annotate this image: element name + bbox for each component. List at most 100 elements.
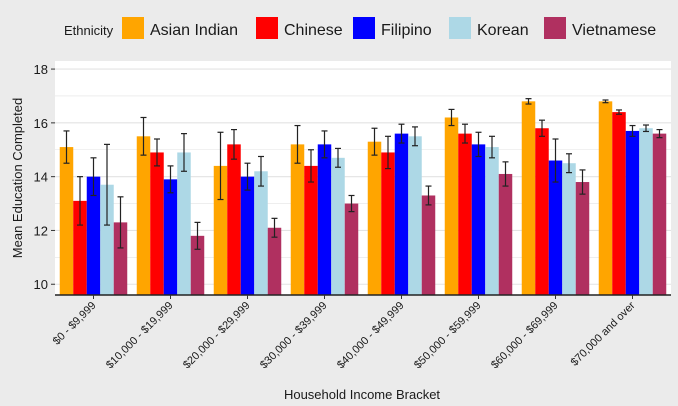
bar-vietnamese-5 bbox=[421, 195, 436, 295]
bar-asian-indian-2 bbox=[136, 136, 151, 295]
error-bar-vietnamese-8 bbox=[656, 128, 663, 139]
bar-filipino-7 bbox=[548, 160, 563, 295]
error-bar-korean-8 bbox=[643, 124, 649, 133]
error-bar-korean-4 bbox=[335, 147, 341, 168]
legend-label-vietnamese: Vietnamese bbox=[572, 22, 656, 39]
legend-label-asian-indian: Asian Indian bbox=[150, 22, 238, 39]
bar-korean-8 bbox=[639, 128, 653, 295]
error-bar-asian-indian-1 bbox=[63, 130, 70, 164]
legend-swatch-chinese bbox=[256, 17, 278, 39]
error-bar-filipino-3 bbox=[244, 162, 251, 191]
error-bar-chinese-7 bbox=[539, 119, 545, 137]
bar-asian-indian-5 bbox=[367, 141, 382, 295]
error-bar-chinese-6 bbox=[462, 123, 468, 144]
x-tick-label: $10,000 - $19,999 bbox=[104, 300, 176, 372]
y-tick-label: 14 bbox=[34, 170, 48, 185]
bar-korean-6 bbox=[485, 147, 499, 295]
bar-chinese-3 bbox=[227, 144, 241, 295]
error-bar-filipino-4 bbox=[321, 130, 328, 159]
error-bar-filipino-6 bbox=[475, 131, 482, 158]
bar-korean-1 bbox=[100, 184, 114, 295]
legend-label-korean: Korean bbox=[477, 22, 529, 39]
error-bar-vietnamese-4 bbox=[348, 194, 355, 213]
error-bar-chinese-5 bbox=[385, 135, 391, 170]
bar-korean-2 bbox=[177, 152, 191, 295]
x-tick-label: $30,000 - $39,999 bbox=[258, 300, 330, 372]
error-bar-filipino-8 bbox=[629, 124, 636, 137]
error-bar-asian-indian-5 bbox=[371, 127, 378, 156]
bar-korean-4 bbox=[331, 157, 345, 295]
x-tick-label: $60,000 - $69,999 bbox=[489, 300, 561, 372]
legend: Ethnicity Asian Indian Chinese Filipino Kor… bbox=[64, 17, 656, 39]
bar-chinese-4 bbox=[304, 165, 318, 295]
bar-filipino-5 bbox=[394, 133, 409, 295]
bar-chinese-2 bbox=[150, 152, 164, 295]
x-axis-label: Household Income Bracket bbox=[284, 387, 440, 402]
bar-korean-7 bbox=[562, 163, 576, 295]
error-bar-chinese-8 bbox=[616, 109, 622, 115]
bar-vietnamese-8 bbox=[652, 133, 667, 295]
error-bar-asian-indian-4 bbox=[294, 124, 301, 164]
legend-swatch-asian-indian bbox=[122, 17, 144, 39]
error-bar-vietnamese-3 bbox=[271, 217, 278, 238]
y-tick-label: 18 bbox=[34, 62, 48, 77]
bar-filipino-1 bbox=[86, 176, 101, 295]
x-tick-label: $0 - $9,999 bbox=[51, 300, 99, 348]
error-bars bbox=[63, 98, 663, 250]
bar-filipino-2 bbox=[163, 179, 178, 295]
error-bar-vietnamese-2 bbox=[194, 221, 201, 250]
error-bar-vietnamese-6 bbox=[502, 161, 509, 187]
x-tick-label: $40,000 - $49,999 bbox=[335, 300, 407, 372]
bar-chinese-1 bbox=[73, 200, 87, 295]
bar-vietnamese-4 bbox=[344, 203, 359, 295]
legend-swatch-vietnamese bbox=[544, 17, 566, 39]
error-bar-vietnamese-7 bbox=[579, 169, 586, 195]
error-bar-asian-indian-2 bbox=[140, 116, 147, 156]
error-bar-asian-indian-6 bbox=[448, 108, 455, 127]
x-axis: $0 - $9,999 $10,000 - $19,999 $20,000 - $2… bbox=[51, 294, 671, 372]
y-axis: 10 12 14 16 18 bbox=[34, 62, 55, 292]
error-bar-korean-5 bbox=[412, 126, 418, 147]
legend-label-filipino: Filipino bbox=[381, 22, 432, 39]
error-bar-chinese-3 bbox=[231, 128, 237, 160]
legend-swatch-korean bbox=[449, 17, 471, 39]
error-bar-asian-indian-3 bbox=[217, 131, 224, 201]
error-bar-chinese-2 bbox=[154, 138, 160, 167]
error-bar-korean-7 bbox=[566, 153, 572, 174]
bar-chinese-5 bbox=[381, 152, 395, 295]
bar-korean-5 bbox=[408, 136, 422, 295]
error-bar-filipino-1 bbox=[90, 157, 97, 197]
bar-asian-indian-3 bbox=[213, 165, 228, 295]
bar-filipino-8 bbox=[625, 130, 640, 295]
error-bar-chinese-4 bbox=[308, 149, 314, 183]
bar-vietnamese-2 bbox=[190, 235, 205, 295]
error-bar-vietnamese-5 bbox=[425, 185, 432, 206]
error-bar-filipino-7 bbox=[552, 138, 559, 183]
error-bar-vietnamese-1 bbox=[117, 196, 124, 249]
bar-filipino-6 bbox=[471, 144, 486, 295]
bars bbox=[59, 101, 667, 296]
bar-vietnamese-7 bbox=[575, 182, 590, 295]
x-tick-label: $20,000 - $29,999 bbox=[181, 300, 253, 372]
bar-asian-indian-7 bbox=[521, 101, 536, 296]
bar-vietnamese-3 bbox=[267, 227, 282, 295]
bar-asian-indian-6 bbox=[444, 117, 459, 295]
error-bar-asian-indian-8 bbox=[602, 99, 609, 104]
legend-title: Ethnicity bbox=[64, 23, 114, 38]
error-bar-filipino-2 bbox=[167, 165, 174, 194]
x-tick-label: $50,000 - $59,999 bbox=[412, 300, 484, 372]
error-bar-korean-1 bbox=[104, 143, 110, 226]
bar-chinese-6 bbox=[458, 133, 472, 295]
legend-label-chinese: Chinese bbox=[284, 22, 343, 39]
error-bar-korean-3 bbox=[258, 155, 264, 187]
bar-chinese-8 bbox=[612, 112, 626, 295]
error-bar-korean-6 bbox=[489, 135, 495, 159]
bar-chinese-7 bbox=[535, 128, 549, 295]
bar-vietnamese-1 bbox=[113, 222, 128, 295]
bar-asian-indian-8 bbox=[598, 101, 613, 296]
bar-filipino-3 bbox=[240, 176, 255, 295]
error-bar-chinese-1 bbox=[77, 176, 83, 226]
y-axis-label: Mean Education Completed bbox=[10, 98, 25, 258]
bar-vietnamese-6 bbox=[498, 173, 513, 295]
